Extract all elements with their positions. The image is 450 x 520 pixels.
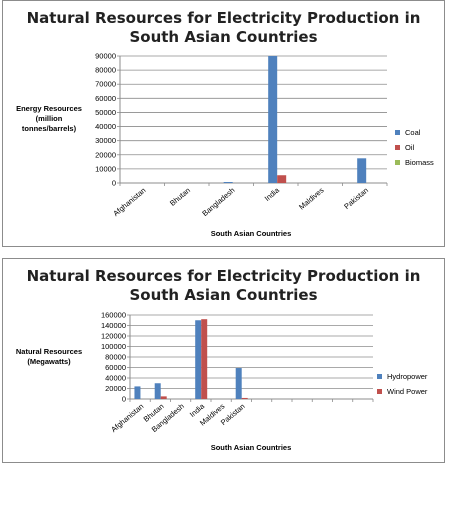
y-axis-label-line-1: Energy Resources (16, 104, 82, 113)
bar-wind-power-india (201, 319, 208, 399)
y-tick-label: 60000 (105, 363, 126, 372)
y-axis-label: Natural Resources (Megawatts) (7, 347, 91, 367)
y-tick-label: 0 (112, 179, 116, 188)
y-tick-label: 80000 (105, 353, 126, 362)
y-tick-label: 140000 (101, 321, 126, 330)
legend-item-hydropower: Hydropower (377, 369, 427, 384)
legend-swatch-biomass (395, 160, 400, 165)
chart-title-line-1: Natural Resources for Electricity Produc… (26, 9, 421, 27)
legend: Hydropower Wind Power (377, 369, 427, 399)
x-tick-label-maldives: Maldives (297, 185, 326, 211)
bar-wind-power-pakistan (241, 397, 248, 399)
y-tick-label: 50000 (95, 108, 116, 117)
bar-hydropower-india (195, 320, 202, 399)
bar-coal-pakistan (357, 158, 367, 183)
y-tick-label: 30000 (95, 136, 116, 145)
legend-swatch-wind-power (377, 389, 382, 394)
legend-label-biomass: Biomass (405, 158, 434, 167)
y-tick-label: 100000 (101, 342, 126, 351)
chart-title: Natural Resources for Electricity Produc… (3, 267, 444, 305)
legend-swatch-coal (395, 130, 400, 135)
legend-label-wind-power: Wind Power (387, 387, 428, 396)
y-tick-label: 20000 (105, 384, 126, 393)
legend-label-hydropower: Hydropower (387, 372, 428, 381)
x-tick-label-india: India (263, 185, 282, 203)
x-axis-label: South Asian Countries (210, 229, 292, 238)
y-tick-label: 90000 (95, 52, 116, 61)
x-tick-label-pakistan: Pakistan (342, 186, 370, 211)
legend-swatch-oil (395, 145, 400, 150)
x-tick-label-bhutan: Bhutan (168, 186, 192, 208)
y-axis-label: Energy Resources (million tonnes/barrels… (9, 104, 89, 134)
y-tick-label: 80000 (95, 66, 116, 75)
chart-panel-1: Natural Resources for Electricity Produc… (2, 0, 445, 247)
chart-title-line-2: South Asian Countries (129, 28, 318, 46)
chart-title-line-2: South Asian Countries (129, 286, 318, 304)
y-tick-label: 40000 (105, 374, 126, 383)
y-axis-label-line-2: (million (35, 114, 63, 123)
y-axis-label-line-2: (Megawatts) (27, 357, 71, 366)
legend-label-oil: Oil (405, 143, 415, 152)
chart-panel-2: Natural Resources for Electricity Produc… (2, 258, 445, 463)
y-tick-label: 0 (122, 395, 126, 404)
legend-item-coal: Coal (395, 125, 434, 140)
y-tick-label: 40000 (95, 122, 116, 131)
legend-item-oil: Oil (395, 140, 434, 155)
bar-coal-india (268, 56, 278, 183)
y-tick-label: 20000 (95, 150, 116, 159)
legend-swatch-hydropower (377, 374, 382, 379)
chart-title-line-1: Natural Resources for Electricity Produc… (26, 267, 421, 285)
y-tick-label: 160000 (101, 311, 126, 320)
y-tick-label: 60000 (95, 94, 116, 103)
legend-item-biomass: Biomass (395, 155, 434, 170)
x-axis-label: South Asian Countries (210, 443, 292, 452)
bar-hydropower-bhutan (154, 383, 161, 399)
legend: Coal Oil Biomass (395, 125, 434, 170)
bar-wind-power-bhutan (160, 396, 167, 399)
x-tick-label-bangladesh: Bangladesh (200, 186, 236, 218)
x-tick-label-afghanistan: Afghanistan (109, 402, 145, 434)
plot-area-1: 0 10000 20000 30000 40000 50000 60000 70000 8000… (95, 52, 388, 218)
y-tick-label: 70000 (95, 80, 116, 89)
bar-hydropower-pakistan (235, 368, 242, 399)
y-axis-label-line-3: tonnes/barrels) (21, 124, 77, 133)
bar-coal-bangladesh (223, 182, 233, 183)
x-tick-label-afghanistan: Afghanistan (111, 186, 147, 218)
legend-item-wind-power: Wind Power (377, 384, 427, 399)
bar-hydropower-afghanistan (134, 386, 141, 399)
y-tick-label: 120000 (101, 332, 126, 341)
legend-label-coal: Coal (405, 128, 421, 137)
chart-title: Natural Resources for Electricity Produc… (3, 9, 444, 47)
bar-oil-india (277, 175, 287, 183)
y-axis-label-line-1: Natural Resources (15, 347, 83, 356)
y-tick-label: 10000 (95, 164, 116, 173)
